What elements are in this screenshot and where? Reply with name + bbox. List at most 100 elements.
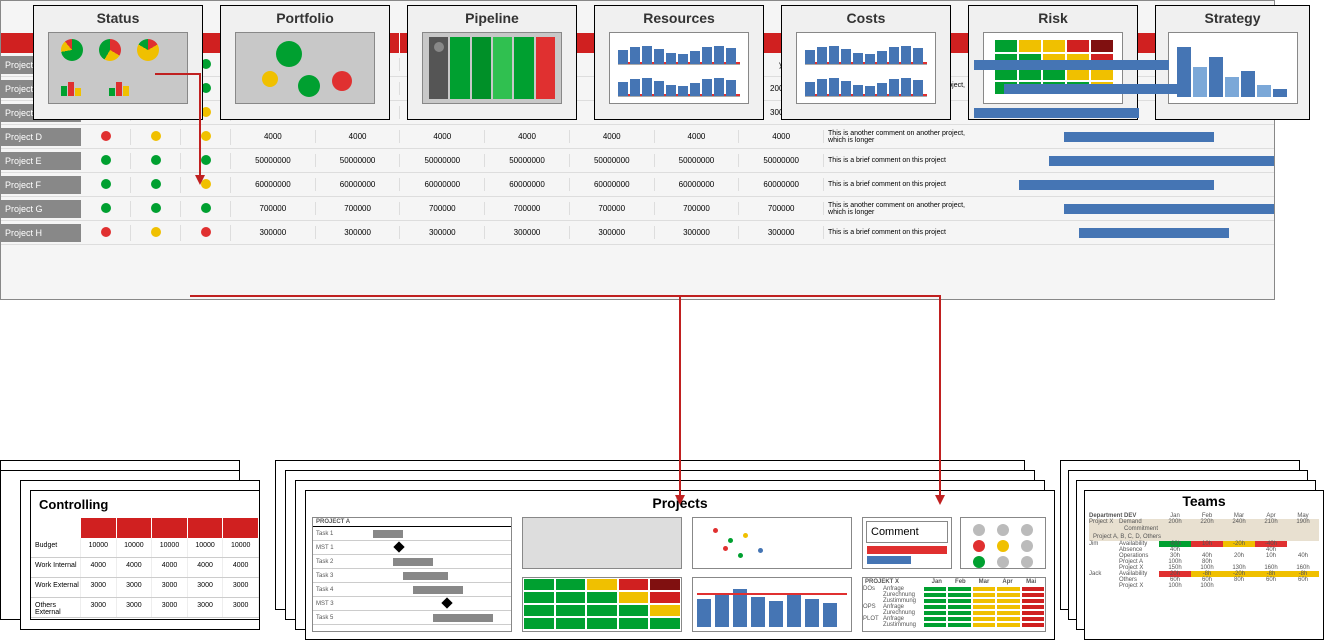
value-cell: 4000 [400,130,485,143]
card-pipeline[interactable]: Pipeline [407,5,577,120]
status-pie-1 [61,39,83,61]
projects-line: Project A, B, C, D, Others [1089,533,1319,541]
value-cell: 3000 [223,578,259,597]
projects-heatmap [522,577,682,632]
value-cell: 50000000 [485,154,570,167]
gantt-cell [974,53,1274,76]
value-cell: 700000 [655,202,740,215]
table-row: Budget1000010000100001000010000 [31,538,259,558]
controlling-panel[interactable]: Controlling Budget1000010000100001000010… [30,490,260,620]
controlling-header [31,518,259,538]
card-status-title: Status [34,6,202,32]
value-cell: 100h [1191,583,1223,589]
card-strategy-title: Strategy [1156,6,1309,32]
costs-chart-2 [805,71,927,97]
status-pie-3 [137,39,159,61]
month-label: Mar [972,579,996,585]
value-cell: 60000000 [655,178,740,191]
resources-chart-2 [618,71,740,97]
value-cell: 220h [1191,519,1223,525]
gantt-cell [974,125,1274,148]
value-cell: 50000000 [231,154,316,167]
value-cell: 10000 [81,538,117,557]
value-cell: 4000 [655,130,740,143]
table-row[interactable]: Project F 600000006000000060000000600000… [1,173,1274,197]
status-dot [201,155,211,165]
value-cell: 700000 [400,202,485,215]
bubble-2 [262,71,278,87]
table-row: Zustimmung [863,622,1045,628]
value-cell: 4000 [223,558,259,577]
gantt-cell [974,101,1274,124]
card-status[interactable]: Status [33,5,203,120]
costs-chart-1 [805,39,927,65]
status-dot [101,203,111,213]
comment-label: Comment [866,521,948,543]
gantt-cell [974,173,1274,196]
card-portfolio[interactable]: Portfolio [220,5,390,120]
gantt-row: Task 2 [313,555,511,569]
projects-comment: Comment [862,517,952,569]
status-pie-2 [99,39,121,61]
value-cell: 3000 [117,578,153,597]
status-dot [151,179,161,189]
controlling-stack: Controlling Budget1000010000100001000010… [0,460,270,635]
value-cell: 4000 [152,558,188,577]
value-cell: 3000 [223,598,259,617]
value-cell: 10000 [223,538,259,557]
card-costs[interactable]: Costs [781,5,951,120]
status-dot [201,227,211,237]
month-label: Apr [996,579,1020,585]
month-label: Feb [949,579,973,585]
teams-panel[interactable]: Teams Department DEVJanFebMarAprMayProje… [1084,490,1324,640]
table-row[interactable]: Project G 700000700000700000700000700000… [1,197,1274,221]
value-cell: 60000000 [739,178,824,191]
value-cell: 700000 [570,202,655,215]
comment-cell: This is a brief comment on this project [824,155,974,166]
value-cell: 4000 [117,558,153,577]
value-cell: 100h [1159,583,1191,589]
project-name: Project F [1,176,81,194]
project-name: Project G [1,200,81,218]
comment-cell: This is a brief comment on this project [824,227,974,238]
bubble-4 [332,71,352,91]
table-row: Work Internal40004000400040004000 [31,558,259,578]
value-cell: 4000 [739,130,824,143]
project-label: Project X [1089,519,1119,525]
teams-title: Teams [1085,491,1323,511]
value-cell: 50000000 [739,154,824,167]
month-label: Jan [925,579,949,585]
status-dot [101,155,111,165]
projects-kanban [522,517,682,569]
value-cell: 300000 [400,226,485,239]
status-bars-1 [61,82,82,101]
value-cell: 300000 [655,226,740,239]
value-cell: 4000 [81,558,117,577]
status-dot [201,203,211,213]
table-row[interactable]: Project E 500000005000000050000000500000… [1,149,1274,173]
gantt-cell [974,197,1274,220]
value-cell: 3000 [117,598,153,617]
row-label: Work External [31,578,81,597]
project-name: Project E [1,152,81,170]
table-row[interactable]: Project H 300000300000300000300000300000… [1,221,1274,245]
value-cell: 3000 [152,578,188,597]
status-dot [151,203,161,213]
status-dot [151,227,161,237]
value-cell: 4000 [316,130,401,143]
value-cell: 700000 [485,202,570,215]
table-row[interactable]: Project D 4000400040004000400040004000 T… [1,125,1274,149]
projects-gantt: PROJECT A Task 1MST 1Task 2Task 3Task 4M… [312,517,512,632]
value-cell: 240h [1223,519,1255,525]
value-cell: 3000 [188,578,224,597]
value-cell: 700000 [739,202,824,215]
value-cell: 60000000 [570,178,655,191]
value-cell: 700000 [316,202,401,215]
projects-panel[interactable]: Projects PROJECT A Task 1MST 1Task 2Task… [305,490,1055,640]
projects-lights [960,517,1046,569]
value-cell: 4000 [570,130,655,143]
projects-title: Projects [306,491,1054,515]
card-resources[interactable]: Resources [594,5,764,120]
value-cell: 50000000 [400,154,485,167]
value-cell: 3000 [81,578,117,597]
